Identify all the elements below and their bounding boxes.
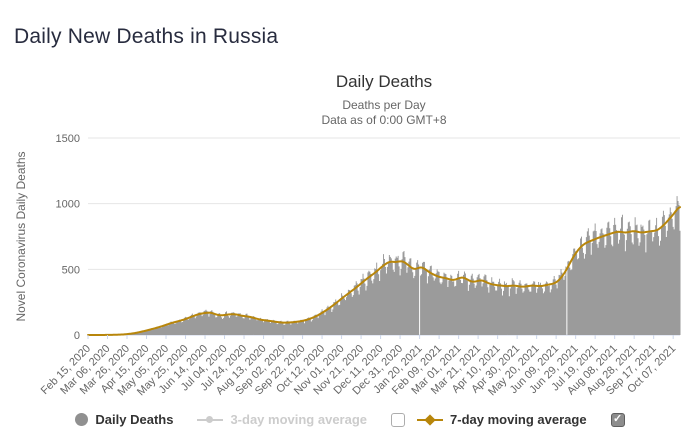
chart-plot-area[interactable]: 0 500 1000 1500 Novel Coronavirus Daily Deat…	[0, 0, 700, 410]
7day-average-marker-icon	[417, 413, 444, 426]
y-tick-label: 0	[74, 330, 80, 342]
daily-deaths-bars-series	[106, 196, 681, 335]
daily-deaths-marker-icon	[75, 413, 89, 426]
legend-item-7day-moving-average[interactable]: 7-day moving average	[417, 412, 587, 427]
y-tick-label: 1000	[56, 199, 80, 211]
seven-day-average-line-series	[87, 206, 681, 336]
y-tick-label: 500	[62, 264, 80, 276]
3day-average-marker-icon	[197, 413, 224, 426]
chart-legend: Daily Deaths 3-day moving average 7-day …	[0, 412, 700, 427]
legend-item-3day-moving-average[interactable]: 3-day moving average	[197, 412, 367, 427]
legend-label-daily-deaths: Daily Deaths	[95, 412, 174, 427]
legend-label-3day-moving-average: 3-day moving average	[230, 412, 368, 427]
y-tick-label: 1500	[56, 133, 80, 145]
page-title: Daily New Deaths in Russia	[14, 25, 279, 49]
checkbox-7day-moving-average[interactable]: ✓	[610, 412, 625, 427]
legend-label-7day-moving-average: 7-day moving average	[450, 412, 587, 427]
legend-item-daily-deaths[interactable]: Daily Deaths	[75, 412, 173, 427]
checkbox-3day-moving-average[interactable]	[391, 412, 406, 427]
y-axis-title: Novel Coronavirus Daily Deaths	[14, 151, 28, 321]
